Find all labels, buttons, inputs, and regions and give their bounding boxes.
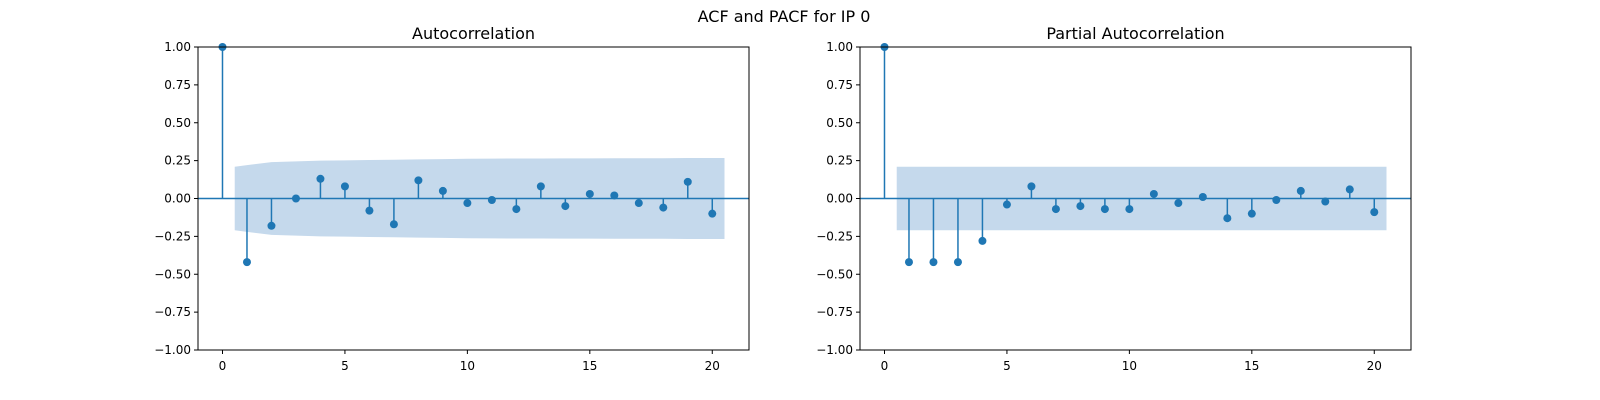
pacf-x-tick-label: 0 <box>881 359 889 373</box>
acf-marker-lag-20 <box>708 209 717 218</box>
pacf-marker-lag-3 <box>953 258 962 267</box>
acf-marker-lag-15 <box>585 189 594 198</box>
acf-x-tick-label: 15 <box>582 359 597 373</box>
pacf-marker-lag-19 <box>1345 185 1354 194</box>
acf-marker-lag-16 <box>610 191 619 200</box>
acf-marker-lag-12 <box>512 205 521 214</box>
pacf-y-tick-label: −1.00 <box>816 343 853 357</box>
acf-y-tick-label: 1.00 <box>164 40 191 54</box>
acf-x-tick-label: 10 <box>460 359 475 373</box>
pacf-y-tick-label: −0.25 <box>816 229 853 243</box>
pacf-x-tick-label: 5 <box>1003 359 1011 373</box>
acf-marker-lag-9 <box>438 186 447 195</box>
acf-y-tick-label: −1.00 <box>154 343 191 357</box>
pacf-title: Partial Autocorrelation <box>1046 24 1224 43</box>
acf-marker-lag-14 <box>561 202 570 211</box>
acf-marker-lag-17 <box>634 199 643 208</box>
acf-marker-lag-7 <box>389 220 398 229</box>
pacf-marker-lag-5 <box>1002 200 1011 209</box>
acf-x-tick-label: 5 <box>341 359 349 373</box>
pacf-marker-lag-6 <box>1027 182 1036 191</box>
pacf-x-tick-label: 15 <box>1244 359 1259 373</box>
acf-y-tick-label: 0.25 <box>164 154 191 168</box>
acf-marker-lag-18 <box>659 203 668 212</box>
acf-y-tick-label: 0.75 <box>164 78 191 92</box>
acf-panel: Autocorrelation −1.00 −0.75 −0.50 −0.25 0.00… <box>154 24 750 373</box>
pacf-x-tick-label: 20 <box>1367 359 1382 373</box>
acf-marker-lag-13 <box>536 182 545 191</box>
acf-marker-lag-1 <box>242 258 251 267</box>
pacf-marker-lag-2 <box>929 258 938 267</box>
acf-y-tick-label: −0.50 <box>154 267 191 281</box>
pacf-marker-lag-13 <box>1198 192 1207 201</box>
pacf-marker-lag-8 <box>1076 202 1085 211</box>
pacf-marker-lag-7 <box>1051 205 1060 214</box>
pacf-marker-lag-1 <box>904 258 913 267</box>
acf-marker-lag-19 <box>683 177 692 186</box>
pacf-marker-lag-18 <box>1321 197 1330 206</box>
pacf-y-tick-label: 1.00 <box>826 40 853 54</box>
acf-x-tick-label: 0 <box>219 359 227 373</box>
pacf-y-tick-label: −0.50 <box>816 267 853 281</box>
pacf-y-tick-label: 0.50 <box>826 116 853 130</box>
pacf-marker-lag-16 <box>1272 196 1281 205</box>
acf-y-tick-label: −0.25 <box>154 229 191 243</box>
pacf-x-tick-label: 10 <box>1122 359 1137 373</box>
pacf-marker-lag-17 <box>1296 186 1305 195</box>
acf-marker-lag-8 <box>414 176 423 185</box>
pacf-y-tick-label: 0.25 <box>826 154 853 168</box>
acf-x-tick-label: 20 <box>705 359 720 373</box>
pacf-y-tick-label: −0.75 <box>816 305 853 319</box>
acf-marker-lag-11 <box>487 196 496 205</box>
pacf-panel: Partial Autocorrelation −1.00 −0.75 −0.50 −… <box>816 24 1412 373</box>
acf-y-tick-label: −0.75 <box>154 305 191 319</box>
figure-title: ACF and PACF for IP 0 <box>698 7 871 26</box>
pacf-marker-lag-15 <box>1247 209 1256 218</box>
acf-y-tick-label: 0.50 <box>164 116 191 130</box>
acf-marker-lag-5 <box>340 182 349 191</box>
pacf-marker-lag-10 <box>1125 205 1134 214</box>
acf-y-tick-label: 0.00 <box>164 192 191 206</box>
pacf-marker-lag-12 <box>1174 199 1183 208</box>
pacf-y-tick-label: 0.75 <box>826 78 853 92</box>
pacf-y-tick-label: 0.00 <box>826 192 853 206</box>
pacf-marker-lag-9 <box>1100 205 1109 214</box>
pacf-marker-lag-4 <box>978 236 987 245</box>
pacf-marker-lag-11 <box>1149 189 1158 198</box>
pacf-marker-lag-20 <box>1370 208 1379 217</box>
acf-title: Autocorrelation <box>412 24 535 43</box>
acf-marker-lag-2 <box>267 221 276 230</box>
acf-marker-lag-10 <box>463 199 472 208</box>
acf-marker-lag-3 <box>291 194 300 203</box>
acf-marker-lag-6 <box>365 206 374 215</box>
acf-marker-lag-4 <box>316 174 325 183</box>
pacf-marker-lag-14 <box>1223 214 1232 223</box>
